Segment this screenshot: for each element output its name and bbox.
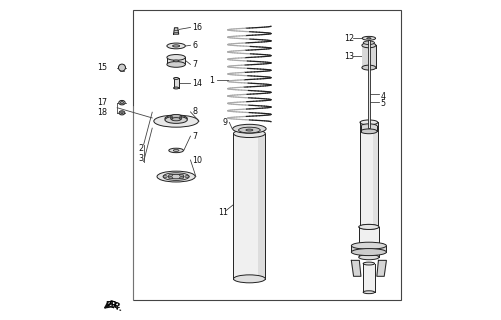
Ellipse shape xyxy=(168,148,183,153)
Text: 9: 9 xyxy=(221,118,226,127)
Bar xyxy=(367,40,369,128)
Text: 10: 10 xyxy=(192,156,202,164)
Ellipse shape xyxy=(171,118,180,121)
Ellipse shape xyxy=(361,43,375,48)
Text: FR.: FR. xyxy=(105,301,120,310)
Ellipse shape xyxy=(362,262,374,265)
Text: FR.: FR. xyxy=(106,300,124,314)
Text: 7: 7 xyxy=(192,60,197,69)
Ellipse shape xyxy=(238,127,260,133)
Text: 17: 17 xyxy=(97,98,107,107)
Bar xyxy=(166,57,185,64)
Bar xyxy=(233,133,265,279)
Ellipse shape xyxy=(361,65,375,70)
Ellipse shape xyxy=(172,45,179,47)
Bar xyxy=(351,246,386,252)
Text: 14: 14 xyxy=(192,79,202,88)
Text: 4: 4 xyxy=(380,92,385,101)
Bar xyxy=(360,126,376,131)
Ellipse shape xyxy=(362,36,375,40)
Text: 5: 5 xyxy=(380,100,385,108)
Text: 7: 7 xyxy=(192,132,197,140)
Bar xyxy=(133,10,400,300)
Bar xyxy=(173,78,178,88)
Bar xyxy=(361,45,375,68)
Ellipse shape xyxy=(170,118,172,119)
Text: 3: 3 xyxy=(139,154,144,163)
Polygon shape xyxy=(351,260,360,276)
Bar xyxy=(373,123,377,227)
Ellipse shape xyxy=(358,255,378,260)
Text: 8: 8 xyxy=(192,108,197,116)
Ellipse shape xyxy=(232,124,266,133)
Text: 13: 13 xyxy=(344,52,354,61)
Ellipse shape xyxy=(119,100,125,105)
Ellipse shape xyxy=(173,60,179,62)
Ellipse shape xyxy=(359,120,377,125)
Bar xyxy=(362,264,374,292)
Ellipse shape xyxy=(166,43,185,49)
Bar xyxy=(258,133,265,279)
Bar xyxy=(359,123,377,227)
Ellipse shape xyxy=(245,129,253,131)
Bar xyxy=(358,227,378,257)
Ellipse shape xyxy=(165,115,187,122)
Bar xyxy=(171,116,180,119)
Ellipse shape xyxy=(120,112,123,114)
Ellipse shape xyxy=(170,116,172,118)
Ellipse shape xyxy=(168,174,172,176)
Ellipse shape xyxy=(179,118,181,119)
Ellipse shape xyxy=(173,87,178,89)
Ellipse shape xyxy=(171,115,180,118)
Ellipse shape xyxy=(153,115,198,127)
Polygon shape xyxy=(173,28,178,34)
Ellipse shape xyxy=(118,64,125,71)
Ellipse shape xyxy=(359,224,377,229)
Ellipse shape xyxy=(360,124,376,129)
Ellipse shape xyxy=(360,129,376,134)
Ellipse shape xyxy=(179,177,183,179)
Ellipse shape xyxy=(166,54,185,60)
Ellipse shape xyxy=(351,249,386,256)
Ellipse shape xyxy=(157,171,195,182)
Ellipse shape xyxy=(363,41,374,44)
Polygon shape xyxy=(376,260,386,276)
Text: 2: 2 xyxy=(139,144,144,153)
Text: 1: 1 xyxy=(209,76,214,85)
Ellipse shape xyxy=(233,275,265,283)
Ellipse shape xyxy=(184,176,189,178)
Text: 12: 12 xyxy=(344,34,354,43)
Text: 15: 15 xyxy=(97,63,107,72)
Ellipse shape xyxy=(358,224,378,229)
Ellipse shape xyxy=(366,38,370,39)
Text: 6: 6 xyxy=(192,41,197,50)
Ellipse shape xyxy=(119,111,125,115)
Ellipse shape xyxy=(120,101,123,104)
Text: 11: 11 xyxy=(218,208,228,217)
Ellipse shape xyxy=(168,177,172,179)
Ellipse shape xyxy=(163,173,189,180)
Ellipse shape xyxy=(163,176,167,178)
Ellipse shape xyxy=(179,174,183,176)
Text: 16: 16 xyxy=(192,23,202,32)
Ellipse shape xyxy=(168,174,183,179)
Text: 18: 18 xyxy=(97,108,107,117)
Ellipse shape xyxy=(362,291,374,294)
Ellipse shape xyxy=(179,116,181,118)
Ellipse shape xyxy=(351,242,386,249)
Ellipse shape xyxy=(165,116,187,123)
Ellipse shape xyxy=(173,77,178,79)
Ellipse shape xyxy=(173,149,179,151)
Ellipse shape xyxy=(233,130,265,138)
Ellipse shape xyxy=(166,61,185,67)
